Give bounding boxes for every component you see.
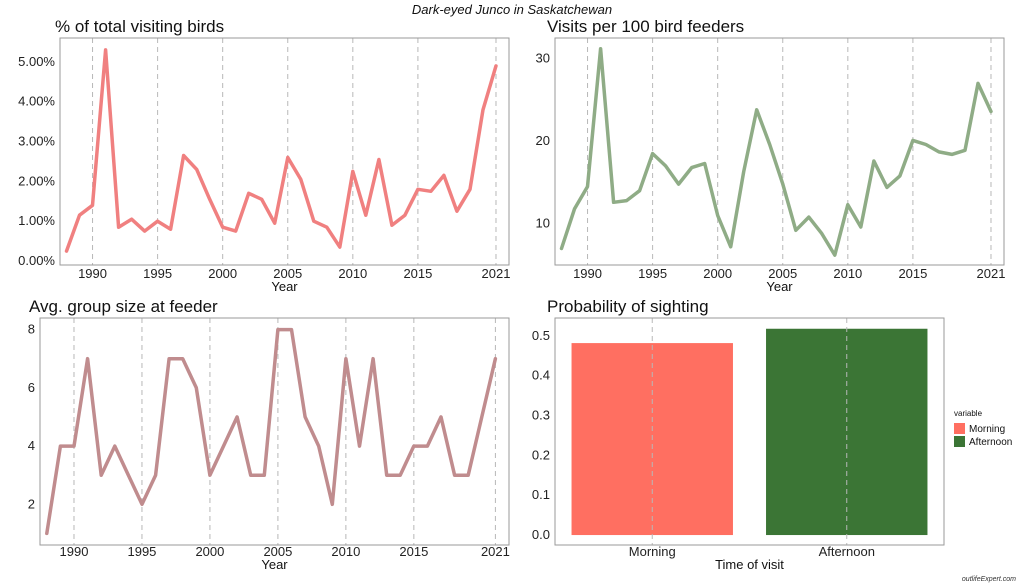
panel-group-size: Avg. group size at feeder 1990 1995 2000 200…	[28, 297, 510, 572]
panel-title: Visits per 100 bird feeders	[547, 17, 744, 36]
x-tick-label: 2000	[195, 544, 224, 559]
x-tick-label: 2005	[273, 266, 302, 281]
y-tick-label: 0.0	[532, 527, 550, 542]
x-tick-label: 1990	[60, 544, 89, 559]
panel-title: % of total visiting birds	[55, 17, 224, 36]
series-line	[45, 327, 498, 536]
y-tick-label: 8	[28, 322, 35, 337]
y-tick-label: 4.00%	[18, 94, 55, 109]
y-tick-label: 0.4	[532, 368, 550, 383]
x-axis-label: Year	[261, 557, 288, 572]
y-tick-label: 4	[28, 438, 35, 453]
y-tick-label: 0.1	[532, 487, 550, 502]
legend: variable Morning Afternoon	[954, 409, 1012, 448]
x-tick-label: 2015	[399, 544, 428, 559]
y-tick-label: 10	[536, 216, 550, 231]
x-axis-label: Time of visit	[715, 557, 784, 572]
y-tick-label: 0.5	[532, 328, 550, 343]
x-tick-label: 1990	[573, 266, 602, 281]
bar-afternoon	[766, 328, 928, 536]
y-tick-label: 2	[28, 496, 35, 511]
x-tick-label: 1990	[78, 266, 107, 281]
panel-frame	[554, 317, 945, 546]
x-tick-label: 2010	[338, 266, 367, 281]
x-tick-label: 2010	[331, 544, 360, 559]
x-tick-label: 1995	[143, 266, 172, 281]
x-tick-label: 1995	[638, 266, 667, 281]
panel-pct-visiting: % of total visiting birds 1990 1995 2000 200…	[18, 17, 510, 294]
legend-swatch-morning	[954, 423, 965, 434]
x-tick-label: 2015	[898, 266, 927, 281]
panel-frame	[59, 37, 510, 266]
panel-visits-per-100: Visits per 100 bird feeders 1990 1995 2000 2…	[536, 17, 1006, 294]
y-tick-label: 3.00%	[18, 134, 55, 149]
legend-title: variable	[954, 409, 983, 418]
panel-probability: Probability of sighting 0.0 0.1 0.2 0.3 0.4 0.…	[532, 297, 1012, 572]
x-tick-label: 2021	[977, 266, 1006, 281]
x-tick-label: 2021	[482, 266, 511, 281]
x-tick-label: 2005	[768, 266, 797, 281]
x-axis-label: Year	[766, 279, 793, 294]
series-line	[559, 46, 993, 257]
legend-label-morning: Morning	[969, 424, 1005, 435]
panel-title: Avg. group size at feeder	[29, 297, 218, 316]
x-tick-label: 2015	[403, 266, 432, 281]
y-tick-label: 0.2	[532, 447, 550, 462]
watermark: outlifeExpert.com	[962, 576, 1016, 583]
y-tick-label: 5.00%	[18, 54, 55, 69]
x-tick-label: 2010	[833, 266, 862, 281]
y-tick-label: 6	[28, 380, 35, 395]
y-tick-label: 0.00%	[18, 253, 55, 268]
y-tick-label: 1.00%	[18, 213, 55, 228]
y-tick-label: 20	[536, 133, 550, 148]
x-tick-label: Morning	[629, 544, 676, 559]
series-line	[64, 48, 498, 253]
legend-label-afternoon: Afternoon	[969, 437, 1012, 448]
y-tick-label: 0.3	[532, 408, 550, 423]
legend-swatch-afternoon	[954, 436, 965, 447]
y-tick-label: 30	[536, 51, 550, 66]
panel-frame	[39, 317, 510, 546]
x-tick-label: Afternoon	[819, 544, 875, 559]
x-tick-label: 1995	[127, 544, 156, 559]
x-tick-label: 2005	[263, 544, 292, 559]
x-tick-label: 2000	[703, 266, 732, 281]
y-tick-label: 2.00%	[18, 173, 55, 188]
x-tick-label: 2021	[481, 544, 510, 559]
panel-title: Probability of sighting	[547, 297, 709, 316]
x-tick-label: 2000	[208, 266, 237, 281]
x-axis-label: Year	[271, 279, 298, 294]
panel-frame	[554, 37, 1005, 266]
figure-title: Dark-eyed Junco in Saskatchewan	[412, 2, 612, 17]
